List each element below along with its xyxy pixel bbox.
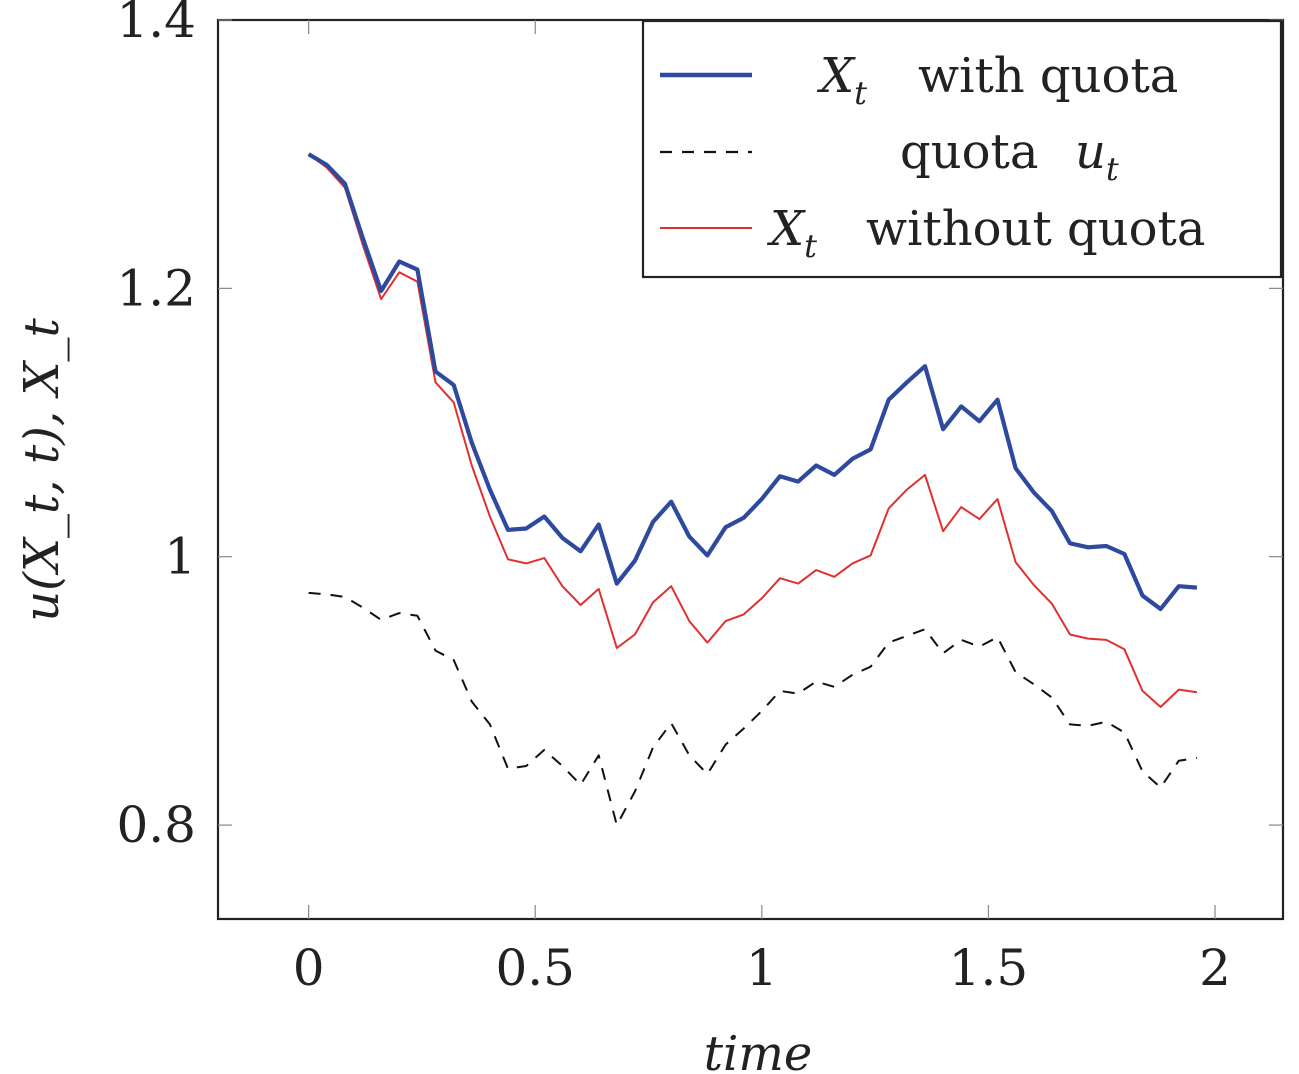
axis-ticks: 0 0.5 1 1.5 2 0.8 1 1.2 1.4 bbox=[116, 0, 1283, 997]
legend-var-quota: ut bbox=[1075, 124, 1119, 188]
x-tick-label: 0 bbox=[293, 939, 325, 997]
y-axis-title: u(X_t, t), X_t bbox=[14, 317, 70, 621]
y-tick-label: 1 bbox=[164, 528, 196, 586]
legend: Xt with quota quota ut Xt without quota bbox=[641, 19, 1283, 279]
y-tick-label: 1.2 bbox=[116, 259, 196, 317]
x-axis-title: time bbox=[704, 1026, 813, 1074]
x-tick-label: 1 bbox=[746, 939, 778, 997]
legend-label-with-quota: with quota bbox=[918, 48, 1178, 104]
y-tick-label: 0.8 bbox=[116, 796, 196, 854]
x-tick-label: 0.5 bbox=[495, 939, 575, 997]
x-tick-label: 1.5 bbox=[949, 939, 1029, 997]
series-line-quota bbox=[308, 591, 1198, 827]
x-tick-label: 2 bbox=[1199, 939, 1231, 997]
y-tick-label: 1.4 bbox=[116, 0, 196, 49]
legend-box bbox=[641, 19, 1283, 279]
series-lines bbox=[307, 152, 1198, 827]
legend-label-quota: quota bbox=[900, 124, 1038, 180]
series-line-with-quota bbox=[307, 152, 1198, 612]
series-line-without-quota bbox=[308, 153, 1198, 708]
legend-label-without-quota: without quota bbox=[866, 201, 1205, 257]
